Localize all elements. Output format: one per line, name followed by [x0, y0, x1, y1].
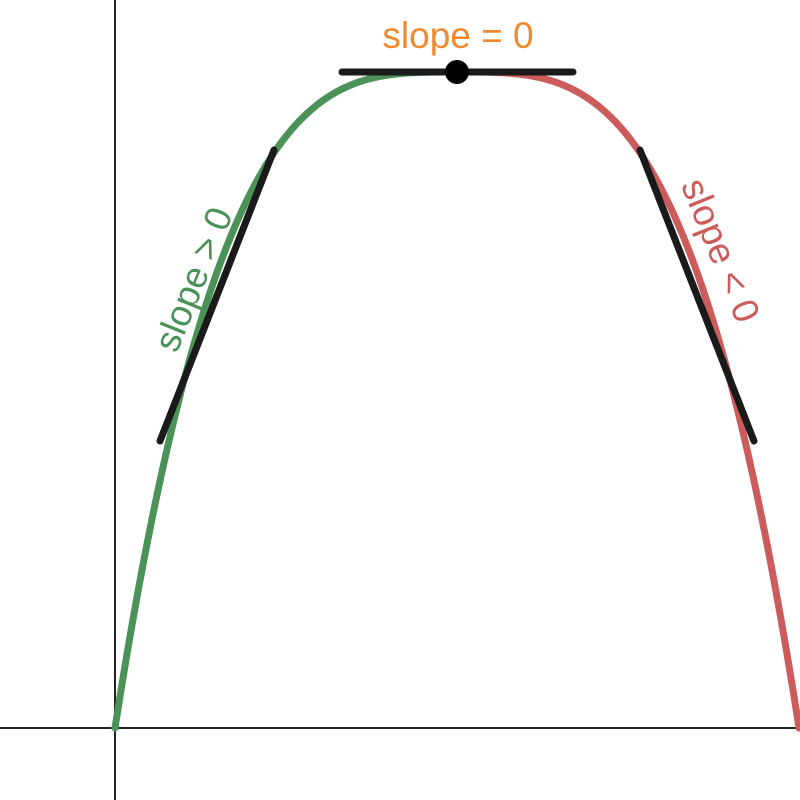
falling-curve	[453, 68, 800, 732]
maximum-point	[445, 60, 469, 84]
label-slope-zero: slope = 0	[382, 15, 533, 56]
tangent-line-positive	[156, 146, 278, 445]
rising-curve	[111, 68, 461, 732]
tangent-line-negative	[636, 146, 758, 445]
